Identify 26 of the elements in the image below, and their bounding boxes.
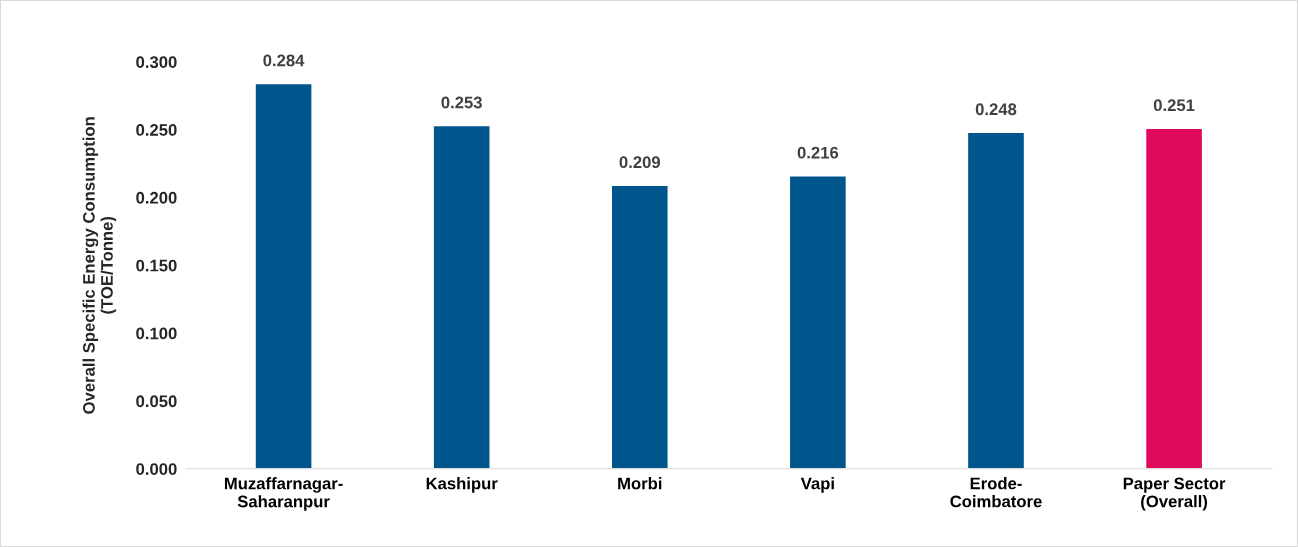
data-label: 0.251 bbox=[1153, 99, 1195, 112]
y-tick-label: 0.200 bbox=[136, 191, 177, 204]
y-tick-label: 0.250 bbox=[136, 124, 177, 136]
y-tick-label: 0.300 bbox=[136, 56, 177, 69]
bar bbox=[610, 184, 669, 469]
bar bbox=[966, 131, 1026, 469]
y-axis-title: Overall Specific Energy Consumption (TOE/Tonne) bbox=[82, 117, 117, 414]
x-tick-label: Erode- Coimbatore bbox=[950, 477, 1042, 508]
x-tick-label: Morbi bbox=[618, 477, 662, 490]
y-tick-label: 0.100 bbox=[136, 327, 177, 340]
bar bbox=[254, 82, 313, 469]
data-label: 0.284 bbox=[263, 54, 305, 67]
data-label: 0.216 bbox=[797, 146, 839, 159]
bar bbox=[432, 124, 491, 469]
data-label: 0.209 bbox=[619, 156, 661, 169]
y-tick-label: 0.050 bbox=[136, 395, 177, 408]
data-label: 0.253 bbox=[441, 96, 482, 109]
x-tick-label: Muzaffarnagar- Saharanpur bbox=[224, 477, 343, 511]
data-label: 0.248 bbox=[975, 103, 1017, 116]
y-tick-label: 0.000 bbox=[136, 463, 177, 475]
bar bbox=[1144, 127, 1204, 469]
y-tick-label: 0.150 bbox=[136, 259, 177, 272]
bar bbox=[788, 175, 848, 469]
x-tick-label: Vapi bbox=[800, 477, 834, 493]
x-tick-label: Paper Sector (Overall) bbox=[1123, 477, 1226, 511]
x-tick-label: Kashipur bbox=[426, 477, 498, 493]
